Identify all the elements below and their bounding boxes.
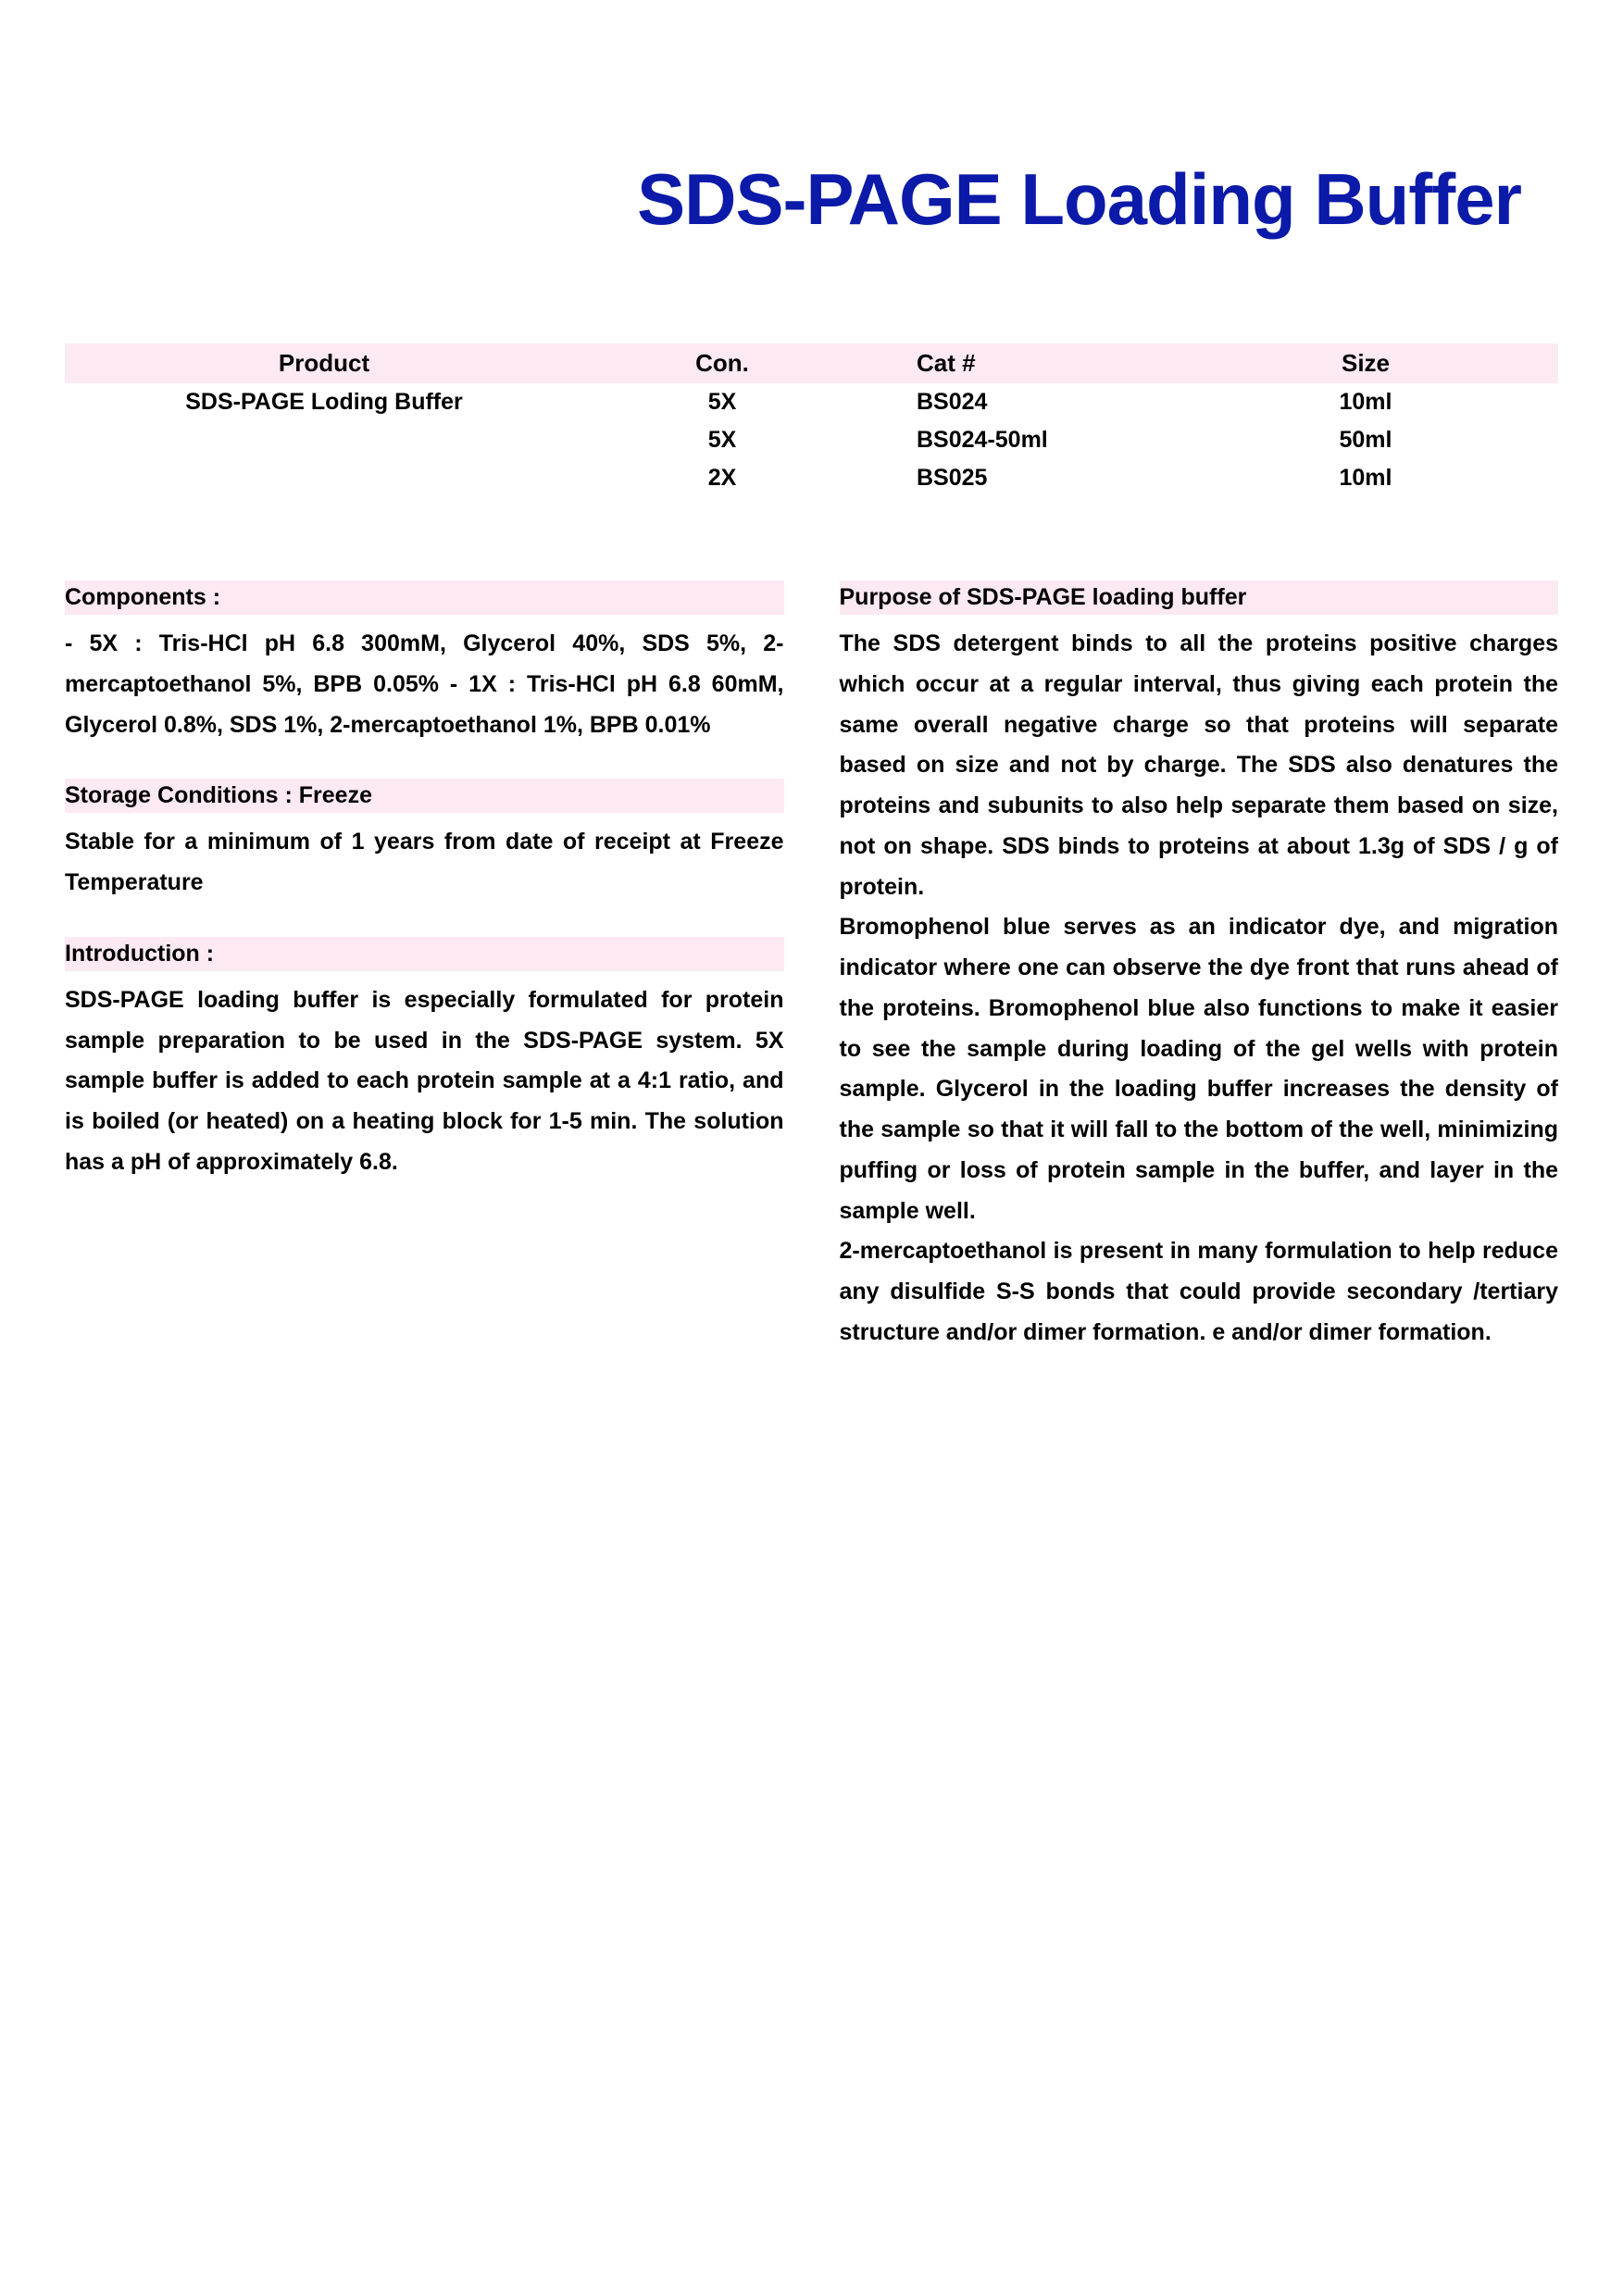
purpose-para-3: 2-mercaptoethanol is present in many for… [840, 1231, 1559, 1353]
table-row: SDS-PAGE Loding Buffer 5X BS024 10ml [65, 383, 1558, 421]
introduction-text: SDS-PAGE loading buffer is especially fo… [65, 980, 784, 1183]
introduction-heading: Introduction : [65, 937, 784, 971]
col-header-product: Product [65, 349, 583, 378]
cell-con: 2X [583, 465, 861, 492]
cell-cat: BS024-50ml [861, 427, 1250, 454]
content-columns: Components : - 5X : Tris-HCl pH 6.8 300m… [65, 580, 1558, 1354]
page-title: SDS-PAGE Loading Buffer [65, 157, 1558, 242]
table-row: 2X BS025 10ml [65, 459, 1558, 497]
storage-value: Freeze [299, 782, 372, 808]
cell-cat: BS024 [861, 389, 1250, 416]
cell-product [65, 465, 583, 492]
table-row: 5X BS024-50ml 50ml [65, 421, 1558, 459]
col-header-cat: Cat # [861, 349, 1250, 378]
storage-text: Stable for a minimum of 1 years from dat… [65, 822, 784, 904]
product-table: Product Con. Cat # Size SDS-PAGE Loding … [65, 343, 1558, 497]
col-header-con: Con. [583, 349, 861, 378]
purpose-para-1: The SDS detergent binds to all the prote… [840, 624, 1559, 907]
table-header-row: Product Con. Cat # Size [65, 343, 1558, 383]
components-text: - 5X : Tris-HCl pH 6.8 300mM, Glycerol 4… [65, 624, 784, 745]
cell-product [65, 427, 583, 454]
components-heading: Components : [65, 580, 784, 615]
right-column: Purpose of SDS-PAGE loading buffer The S… [840, 580, 1559, 1354]
cell-con: 5X [583, 427, 861, 454]
col-header-size: Size [1250, 349, 1481, 378]
purpose-heading: Purpose of SDS-PAGE loading buffer [840, 580, 1559, 615]
storage-label: Storage Conditions : [65, 782, 299, 808]
left-column: Components : - 5X : Tris-HCl pH 6.8 300m… [65, 580, 784, 1354]
cell-size: 10ml [1250, 465, 1481, 492]
cell-size: 50ml [1250, 427, 1481, 454]
cell-size: 10ml [1250, 389, 1481, 416]
cell-cat: BS025 [861, 465, 1250, 492]
purpose-para-2: Bromophenol blue serves as an indicator … [840, 907, 1559, 1231]
cell-product: SDS-PAGE Loding Buffer [65, 389, 583, 416]
storage-heading: Storage Conditions : Freeze [65, 779, 784, 813]
cell-con: 5X [583, 389, 861, 416]
